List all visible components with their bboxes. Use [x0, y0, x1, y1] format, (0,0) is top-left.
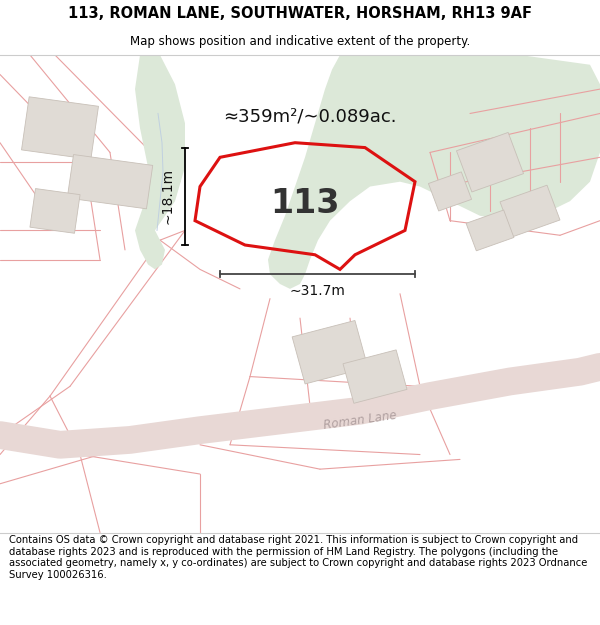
- Text: Roman Lane: Roman Lane: [323, 409, 397, 432]
- Polygon shape: [30, 189, 80, 233]
- Text: ∼31.7m: ∼31.7m: [290, 284, 346, 298]
- Polygon shape: [22, 97, 98, 159]
- Text: Map shows position and indicative extent of the property.: Map shows position and indicative extent…: [130, 35, 470, 48]
- Polygon shape: [466, 210, 514, 251]
- Polygon shape: [343, 350, 407, 403]
- Text: 113: 113: [270, 187, 340, 219]
- Polygon shape: [67, 154, 153, 209]
- Polygon shape: [292, 321, 368, 384]
- Polygon shape: [500, 185, 560, 237]
- Text: ∼18.1m: ∼18.1m: [161, 168, 175, 224]
- Text: 113, ROMAN LANE, SOUTHWATER, HORSHAM, RH13 9AF: 113, ROMAN LANE, SOUTHWATER, HORSHAM, RH…: [68, 6, 532, 21]
- Polygon shape: [457, 132, 524, 192]
- Polygon shape: [135, 55, 185, 269]
- Text: ≈359m²/∼0.089ac.: ≈359m²/∼0.089ac.: [223, 107, 397, 125]
- Polygon shape: [428, 172, 472, 211]
- Text: Contains OS data © Crown copyright and database right 2021. This information is : Contains OS data © Crown copyright and d…: [9, 535, 587, 580]
- Polygon shape: [268, 55, 600, 289]
